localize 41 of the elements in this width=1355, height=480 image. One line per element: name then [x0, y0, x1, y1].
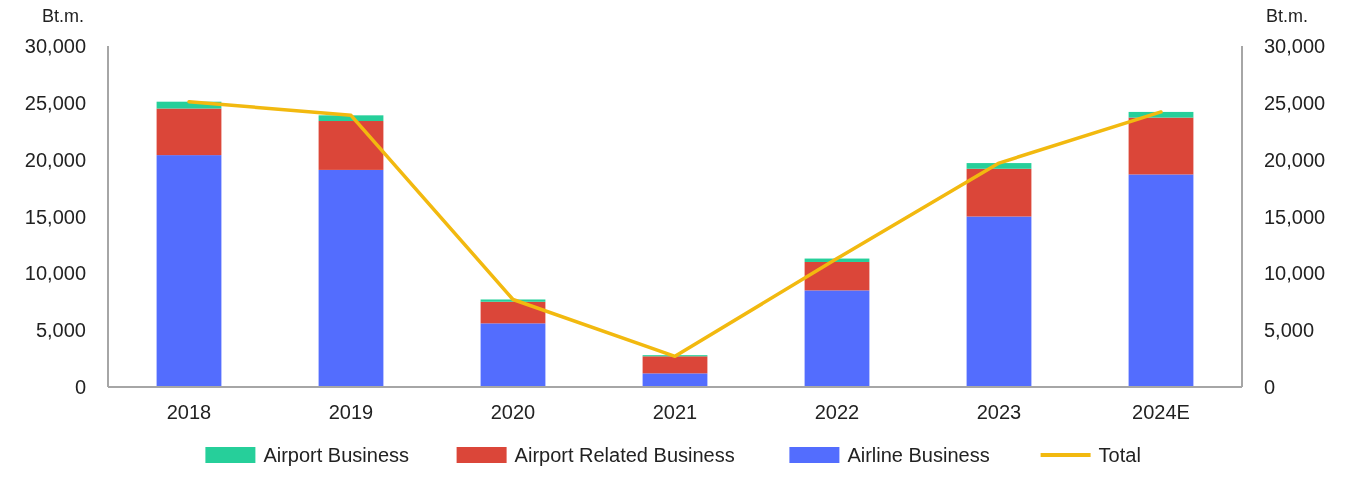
- y-tick-label: 30,000: [24, 35, 86, 57]
- bar: [318, 169, 384, 387]
- bar: [318, 121, 384, 170]
- bar: [804, 290, 870, 387]
- y2-tick-label: 10,000: [1264, 262, 1326, 285]
- y2-tick-label: 15,000: [1264, 205, 1326, 228]
- x-tick-label: 2018: [166, 401, 212, 423]
- line-series: [187, 99, 1163, 359]
- x-tick-label: 2021: [652, 401, 698, 423]
- x-tick-label: 2022: [814, 401, 860, 423]
- y2-tick-label: 30,000: [1264, 35, 1326, 57]
- bar: [642, 356, 708, 374]
- bar: [642, 373, 708, 387]
- bar: [156, 108, 222, 156]
- y2-axis-title: Bt.m.: [1265, 6, 1309, 26]
- bar: [966, 216, 1032, 387]
- legend-label: Airport Related Business: [514, 444, 735, 466]
- y-tick-label: 10,000: [24, 262, 86, 285]
- x-tick-label: 2020: [490, 401, 536, 423]
- bar: [156, 155, 222, 387]
- y2-tick-label: 25,000: [1264, 91, 1326, 114]
- legend-label: Airport Business: [263, 444, 410, 466]
- y-tick-label: 5,000: [35, 319, 86, 342]
- legend-label: Total: [1098, 444, 1141, 466]
- y2-tick-label: 0: [1264, 376, 1276, 398]
- bar: [966, 168, 1032, 217]
- x-tick-label: 2024E: [1132, 401, 1190, 423]
- bar: [480, 323, 546, 387]
- y-axis-title: Bt.m.: [41, 6, 85, 26]
- legend-label: Airline Business: [847, 444, 990, 466]
- bar: [1128, 174, 1194, 387]
- y-tick-label: 15,000: [24, 205, 86, 228]
- x-tick-label: 2019: [328, 401, 374, 423]
- y2-tick-label: 5,000: [1264, 319, 1315, 342]
- y-tick-label: 25,000: [24, 91, 86, 114]
- bar: [1128, 117, 1194, 175]
- y-tick-label: 20,000: [24, 148, 86, 171]
- y2-tick-label: 20,000: [1264, 148, 1326, 171]
- x-tick-label: 2023: [976, 401, 1022, 423]
- y-tick-label: 0: [74, 376, 86, 398]
- bar: [804, 261, 870, 291]
